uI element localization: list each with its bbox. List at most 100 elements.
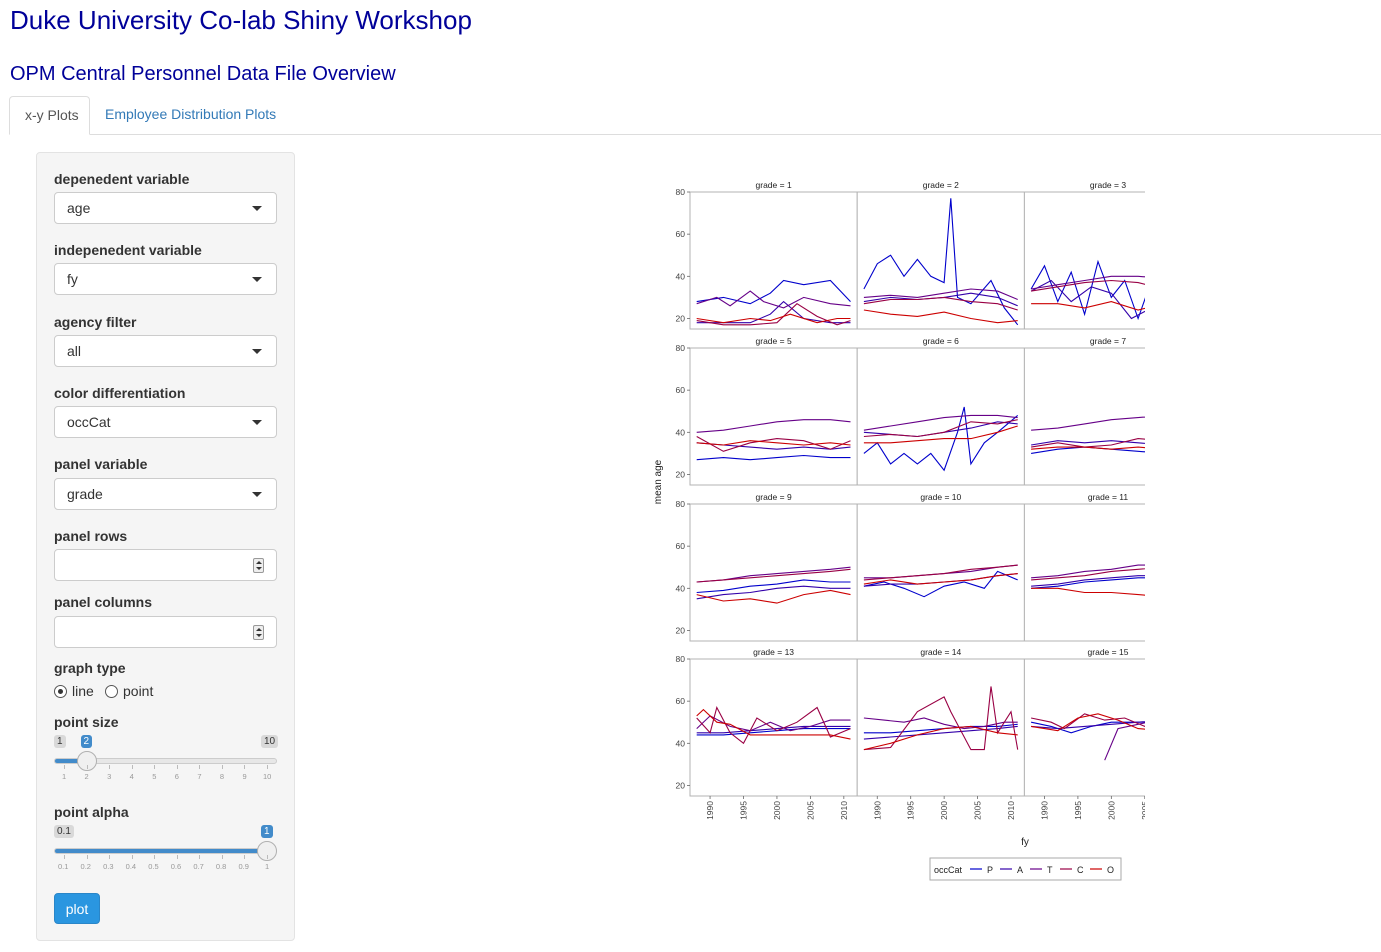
graph-type-label: graph type xyxy=(54,660,126,676)
slider-tick-mark xyxy=(176,855,178,859)
series-line-P xyxy=(1031,577,1145,589)
series-line-A xyxy=(1031,721,1145,730)
panel-rows-label: panel rows xyxy=(54,528,128,544)
panel-strip-label: grade = 15 xyxy=(1088,647,1129,657)
radio-line[interactable] xyxy=(54,685,67,698)
radio-point[interactable] xyxy=(105,685,118,698)
dependent-variable-select[interactable]: age xyxy=(54,192,277,224)
panel-columns-label: panel columns xyxy=(54,594,153,610)
series-line-O xyxy=(1031,587,1145,596)
slider-tick-label: 3 xyxy=(107,772,112,781)
series-line-O xyxy=(696,589,851,604)
slider-tick-label: 1 xyxy=(62,772,67,781)
radio-line-label[interactable]: line xyxy=(72,683,94,699)
spinner-arrows-icon[interactable] xyxy=(253,625,264,640)
series-line-C xyxy=(863,686,1019,751)
slider-tick-label: 9 xyxy=(242,772,247,781)
y-tick-label: 40 xyxy=(676,427,686,437)
sidebar-panel: depenedent variable age indepenedent var… xyxy=(36,152,295,941)
series-line-C xyxy=(696,705,851,745)
series-line-P xyxy=(863,198,1019,326)
panel-strip-label: grade = 13 xyxy=(753,647,794,657)
series-line-C xyxy=(696,303,851,326)
y-tick-label: 80 xyxy=(676,343,686,353)
series-line-A xyxy=(1031,575,1145,587)
panel-strip-label: grade = 3 xyxy=(1090,180,1126,190)
series-line-O xyxy=(696,708,851,740)
point-size-slider-track[interactable] xyxy=(54,758,277,764)
x-tick-label: 2010 xyxy=(1006,801,1016,820)
y-tick-label: 60 xyxy=(676,229,686,239)
series-line-C xyxy=(1031,279,1145,292)
y-tick-label: 60 xyxy=(676,696,686,706)
x-tick-label: 1995 xyxy=(1073,801,1083,820)
panel-frame xyxy=(689,191,858,330)
slider-tick-mark xyxy=(64,855,65,859)
panel-frame xyxy=(689,347,858,486)
panel-variable-label: panel variable xyxy=(54,456,148,472)
slider-tick-label: 0.6 xyxy=(170,862,182,871)
series-line-C xyxy=(1030,713,1145,730)
slider-tick-label: 0.9 xyxy=(238,862,249,871)
y-tick-label: 20 xyxy=(676,469,686,479)
series-line-O xyxy=(863,725,1018,751)
y-tick-label: 60 xyxy=(676,541,686,551)
panel-strip-label: grade = 14 xyxy=(920,647,961,657)
legend-title: occCat xyxy=(934,865,963,875)
series-line-O xyxy=(863,309,1018,324)
slider-tick-label: 8 xyxy=(219,772,225,781)
series-line-P xyxy=(696,279,851,305)
slider-tick-label: 0.3 xyxy=(103,862,114,871)
radio-point-label[interactable]: point xyxy=(123,683,154,699)
app-title: Duke University Co-lab Shiny Workshop xyxy=(10,5,472,35)
slider-tick-mark xyxy=(86,855,88,859)
y-tick-label: 80 xyxy=(676,499,686,509)
caret-down-icon xyxy=(252,206,262,211)
series-line-A xyxy=(696,300,851,324)
slider-tick-label: 4 xyxy=(129,772,134,781)
panel-frame xyxy=(1023,503,1145,642)
tab-employee-distribution-plots[interactable]: Employee Distribution Plots xyxy=(105,106,277,122)
slider-tick-mark xyxy=(109,765,111,769)
series-line-O xyxy=(696,440,851,446)
panel-variable-select[interactable]: grade xyxy=(54,478,277,510)
point-size-label: point size xyxy=(54,714,119,730)
panel-frame xyxy=(856,658,1025,797)
plot-button[interactable]: plot xyxy=(54,893,100,924)
point-size-slider-handle[interactable] xyxy=(76,751,97,771)
x-tick-label: 1995 xyxy=(906,801,916,820)
slider-tick-mark xyxy=(176,765,178,769)
panel-strip-label: grade = 5 xyxy=(756,336,792,346)
y-tick-label: 60 xyxy=(676,385,686,395)
series-line-C xyxy=(863,564,1018,581)
panel-columns-input[interactable] xyxy=(54,616,277,648)
panel-rows-input[interactable] xyxy=(54,549,277,581)
series-line-O xyxy=(863,573,1018,585)
slider-tick-label: 0.7 xyxy=(193,862,204,871)
agency-filter-select[interactable]: all xyxy=(54,335,277,367)
slider-tick-mark xyxy=(131,855,133,859)
point-alpha-slider-handle[interactable] xyxy=(257,841,277,861)
point-size-slider-fill xyxy=(55,759,88,763)
slider-tick-mark xyxy=(244,855,246,859)
y-tick-label: 40 xyxy=(676,583,686,593)
slider-tick-label: 10 xyxy=(263,772,272,781)
tab-xy-plots[interactable]: x-y Plots xyxy=(9,96,90,135)
y-tick-label: 20 xyxy=(676,625,686,635)
y-tick-label: 80 xyxy=(676,187,686,197)
spinner-arrows-icon[interactable] xyxy=(253,558,264,573)
panel-frame xyxy=(856,191,1025,330)
point-alpha-value: 1 xyxy=(261,825,273,838)
color-differentiation-select[interactable]: occCat xyxy=(54,406,277,438)
series-line-P xyxy=(1030,259,1145,321)
series-line-A xyxy=(1030,279,1145,320)
color-differentiation-value: occCat xyxy=(67,414,111,430)
independent-variable-value: fy xyxy=(67,271,78,287)
x-tick-label: 2005 xyxy=(805,801,815,820)
series-line-T xyxy=(696,419,851,433)
independent-variable-select[interactable]: fy xyxy=(54,263,277,295)
slider-tick-label: 0.4 xyxy=(125,862,137,871)
point-alpha-slider-track[interactable] xyxy=(54,848,277,854)
slider-tick-mark xyxy=(64,765,65,769)
tab-bar: x-y Plots Employee Distribution Plots xyxy=(9,96,1381,135)
